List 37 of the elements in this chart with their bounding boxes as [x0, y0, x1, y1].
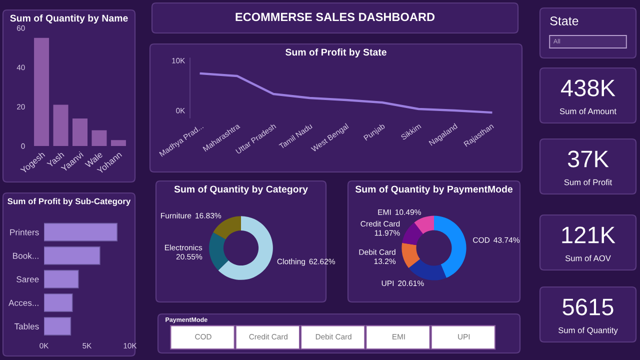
- y-tick-label: Printers: [10, 228, 39, 236]
- y-tick-label: Acces...: [8, 300, 38, 306]
- chart-title: Sum of Profit by Sub-Category: [8, 198, 131, 206]
- bar: [53, 104, 68, 146]
- bar: [44, 316, 72, 336]
- donut-slice: [408, 259, 446, 280]
- donut-slice: [434, 216, 466, 278]
- chart-title: Sum of Quantity by PaymentMode: [355, 185, 513, 195]
- donut-slice: [414, 216, 434, 234]
- chart-title: Sum of Quantity by Category: [174, 185, 308, 195]
- bar: [44, 222, 118, 242]
- text: Sum of Quantity: [558, 327, 618, 335]
- bar: [92, 130, 107, 146]
- bar: [110, 140, 126, 146]
- text: Sum of Amount: [560, 108, 616, 114]
- y-tick-label: Tables: [14, 323, 39, 330]
- bar: [44, 270, 79, 288]
- text: Sum of AOV: [565, 255, 611, 262]
- text: 121K: [562, 226, 616, 244]
- donut-slice: [402, 242, 420, 268]
- line-series: [200, 72, 492, 114]
- donut-slice: [402, 222, 424, 246]
- text: 5615: [562, 298, 614, 316]
- bar: [44, 293, 73, 312]
- donut-slice: [209, 232, 228, 270]
- y-tick-label: Book...: [13, 252, 38, 259]
- bar: [34, 38, 50, 146]
- text: Sum of Profit: [564, 179, 612, 186]
- y-tick-label: Saree: [16, 276, 39, 282]
- chart-title: Sum of Profit by State: [286, 48, 386, 58]
- bar: [72, 118, 88, 146]
- bar: [44, 246, 100, 265]
- text: 37K: [568, 150, 609, 168]
- text: ECOMMERSE SALES DASHBOARD: [236, 12, 435, 22]
- text: State: [550, 16, 578, 26]
- chart-title: Sum of Quantity by Name: [10, 14, 128, 24]
- text: 438K: [560, 80, 616, 96]
